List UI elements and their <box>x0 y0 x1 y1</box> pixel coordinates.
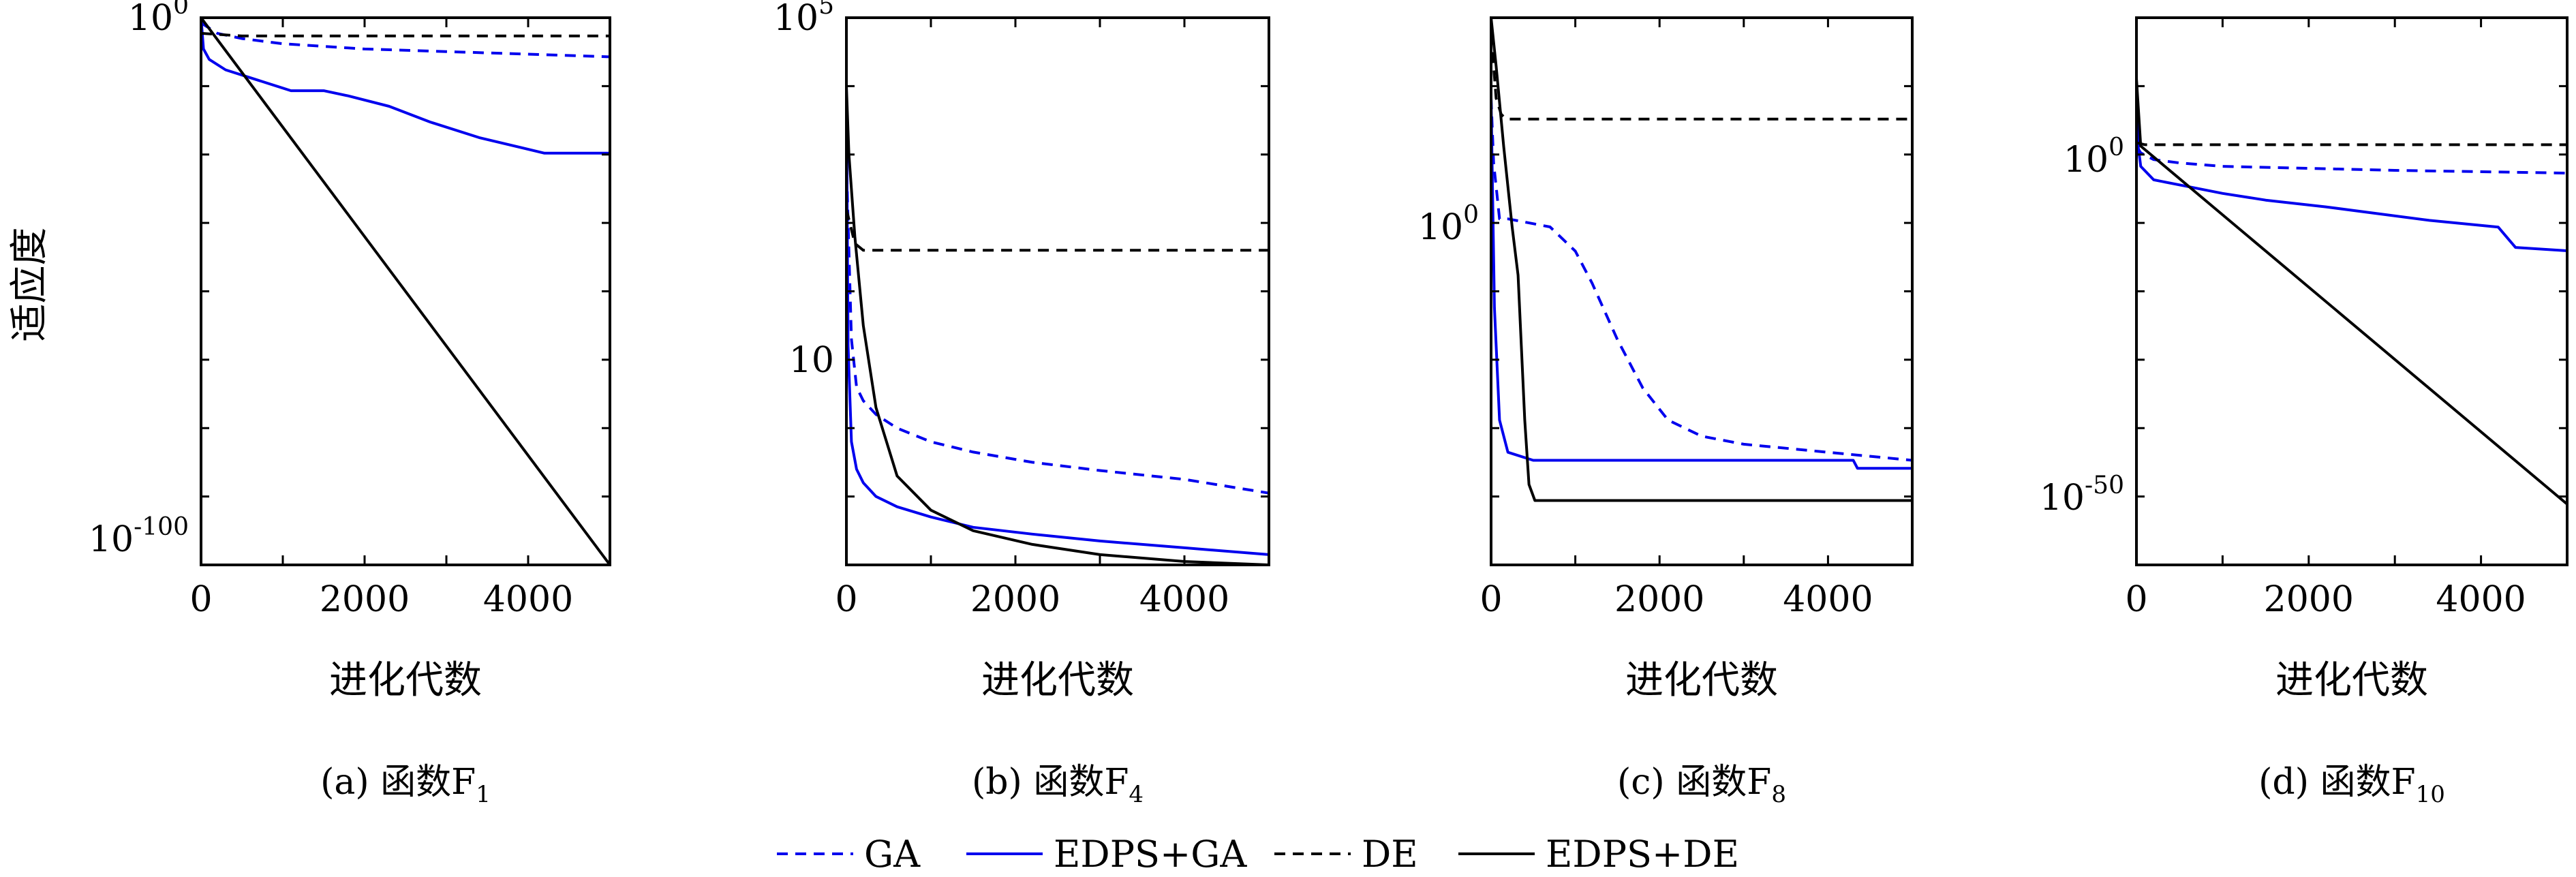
series-line-ga <box>2136 145 2567 174</box>
y-tick-label: 100 <box>2064 134 2124 181</box>
x-axis-label: 进化代数 <box>329 658 482 703</box>
y-tick-label: 10-50 <box>2040 472 2124 519</box>
subfigure-caption: (a) 函数F1 <box>320 762 491 808</box>
y-tick-label: 10-100 <box>89 513 189 560</box>
legend-item-4: EDPS+DE <box>1458 833 1739 876</box>
x-axis-label: 进化代数 <box>2275 658 2428 703</box>
series-line-ga <box>1491 98 1912 462</box>
plot-frame <box>2135 16 2569 566</box>
chart-panel-1: 0 2000 4000 100 10-100 进化代数 (a) 函数F1 适应度 <box>7 0 611 808</box>
series-line-ga <box>201 21 610 59</box>
legend-label: GA <box>864 833 921 876</box>
x-tick-label: 0 <box>2125 579 2147 620</box>
series-line-edps-plus-ga <box>846 86 1269 556</box>
legend: GA EDPS+GA DE EDPS+DE <box>777 833 1739 876</box>
series-line-edps-plus-de <box>846 86 1269 565</box>
legend-item-1: GA <box>777 833 921 876</box>
y-tick-label: 10 <box>789 340 834 381</box>
chart-panel-3: 0 2000 4000 100 进化代数 (c) 函数F8 <box>1418 16 1914 808</box>
series-line-edps-plus-de <box>2136 78 2567 506</box>
series-line-edps-plus-ga <box>201 18 610 155</box>
series-line-edps-plus-de <box>1491 18 1912 502</box>
series-line-de <box>846 209 1269 252</box>
legend-item-2: EDPS+GA <box>966 833 1247 876</box>
x-axis-label: 进化代数 <box>981 658 1134 703</box>
series-group <box>201 18 610 565</box>
subfigure-caption: (d) 函数F10 <box>2258 762 2445 808</box>
subfigure-caption: (c) 函数F8 <box>1617 762 1786 808</box>
y-tick-label: 100 <box>1418 201 1479 248</box>
chart-panel-2: 0 2000 4000 105 10 进化代数 (b) 函数F4 <box>773 0 1270 808</box>
plot-frame <box>845 16 1270 566</box>
y-axis-label: 适应度 <box>7 228 52 342</box>
x-tick-label: 0 <box>835 579 857 620</box>
series-line-ga <box>846 154 1269 495</box>
series-line-edps-plus-de <box>201 18 610 565</box>
legend-label: DE <box>1362 833 1418 876</box>
x-tick-label: 2000 <box>2264 579 2354 620</box>
x-tick-label: 0 <box>189 579 212 620</box>
x-tick-label: 4000 <box>2436 579 2526 620</box>
x-tick-label: 4000 <box>483 579 573 620</box>
series-group <box>1491 18 1912 502</box>
series-line-de <box>2136 141 2567 147</box>
series-line-de <box>201 31 610 37</box>
series-group <box>846 86 1269 565</box>
x-tick-label: 4000 <box>1783 579 1873 620</box>
x-tick-label: 2000 <box>320 579 410 620</box>
series-line-edps-plus-ga <box>2136 98 2567 252</box>
x-tick-label: 2000 <box>970 579 1060 620</box>
x-tick-label: 0 <box>1479 579 1502 620</box>
y-tick-label: 100 <box>128 0 189 39</box>
series-line-edps-plus-ga <box>1491 98 1912 470</box>
series-group <box>2136 78 2567 506</box>
chart-panel-4: 0 2000 4000 100 10-50 进化代数 (d) 函数F10 <box>2040 16 2569 808</box>
x-axis-label: 进化代数 <box>1625 658 1778 703</box>
series-line-de <box>1491 33 1912 121</box>
legend-label: EDPS+DE <box>1546 833 1739 876</box>
x-tick-label: 2000 <box>1614 579 1704 620</box>
x-tick-label: 4000 <box>1139 579 1229 620</box>
legend-label: EDPS+GA <box>1054 833 1247 876</box>
plot-frame <box>1490 16 1914 566</box>
subfigure-caption: (b) 函数F4 <box>972 762 1144 808</box>
y-tick-label: 105 <box>773 0 834 39</box>
legend-item-3: DE <box>1274 833 1418 876</box>
